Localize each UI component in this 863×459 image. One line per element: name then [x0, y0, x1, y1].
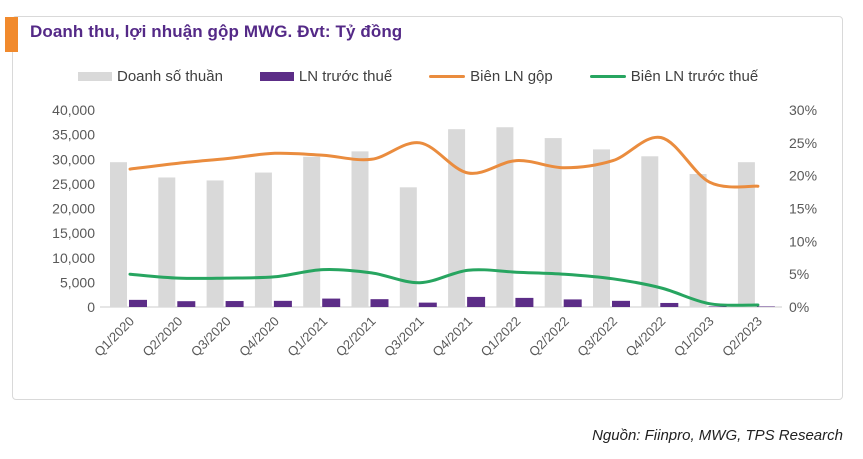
right-axis-tick-label: 15%: [789, 201, 817, 217]
bar-revenue: [448, 129, 466, 307]
x-axis-tick-label: Q2/2021: [333, 314, 379, 360]
x-axis-tick-label: Q1/2020: [91, 314, 137, 360]
bar-pretax-profit: [612, 300, 630, 307]
x-axis-tick-label: Q3/2020: [188, 314, 234, 360]
bar-revenue: [158, 177, 176, 307]
bar-pretax-profit: [563, 299, 582, 307]
legend-swatch-icon: [78, 71, 112, 81]
bar-pretax-profit: [708, 306, 727, 307]
x-axis-tick-label: Q1/2021: [284, 314, 330, 360]
bar-pretax-profit: [177, 301, 196, 307]
right-axis-tick-label: 0%: [789, 299, 809, 315]
chart-legend: Doanh số thuần LN trước thuế Biên LN gộp Bi…: [78, 64, 758, 88]
bar-pretax-profit: [225, 301, 244, 307]
x-axis-tick-label: Q2/2023: [719, 314, 765, 360]
legend-label: Biên LN gộp: [470, 67, 553, 85]
legend-label: Doanh số thuần: [117, 67, 223, 85]
left-axis-tick-label: 5,000: [60, 274, 95, 290]
bar-pretax-profit: [515, 297, 534, 307]
left-axis-tick-label: 40,000: [52, 102, 95, 118]
bar-pretax-profit: [660, 302, 679, 307]
left-axis-tick-label: 30,000: [52, 151, 95, 167]
bar-pretax-profit: [370, 299, 389, 307]
bar-pretax-profit: [273, 300, 292, 307]
bar-revenue: [351, 151, 369, 307]
legend-item-0: Doanh số thuần: [78, 68, 223, 85]
bar-revenue: [544, 138, 562, 307]
legend-label: LN trước thuế: [298, 67, 393, 85]
left-axis-tick-label: 25,000: [52, 176, 95, 192]
left-axis-tick-label: 15,000: [52, 225, 95, 241]
legend-swatch-icon: [429, 74, 466, 78]
bar-revenue: [496, 127, 514, 307]
legend-item-1: LN trước thuế: [259, 67, 393, 85]
bar-revenue: [689, 174, 707, 307]
right-axis-tick-label: 10%: [789, 233, 817, 249]
bar-pretax-profit: [322, 298, 341, 307]
source-note: Nguồn: Fiinpro, MWG, TPS Research: [592, 427, 843, 444]
legend-swatch-icon: [589, 74, 626, 78]
bar-pretax-profit: [418, 302, 437, 307]
bar-pretax-profit: [467, 296, 486, 307]
left-axis-tick-label: 20,000: [52, 201, 95, 217]
bar-revenue: [206, 180, 224, 307]
line-gross-margin: [128, 135, 760, 189]
right-axis-tick-label: 20%: [789, 168, 817, 184]
legend-label: Biên LN trước thuế: [630, 67, 759, 85]
bar-revenue: [110, 162, 127, 307]
x-axis-tick-label: Q1/2022: [478, 314, 524, 360]
bar-revenue: [641, 156, 659, 307]
bar-revenue: [303, 156, 321, 307]
right-axis-tick-label: 5%: [789, 266, 809, 282]
x-axis-tick-label: Q2/2020: [140, 314, 186, 360]
legend-item-2: Biên LN gộp: [429, 68, 553, 85]
left-axis-tick-label: 10,000: [52, 250, 95, 266]
left-axis-tick-label: 0: [87, 299, 95, 315]
right-axis-tick-label: 30%: [789, 102, 817, 118]
left-axis-tick-label: 35,000: [52, 127, 95, 143]
bar-revenue: [593, 149, 610, 307]
bar-pretax-profit: [756, 306, 775, 307]
x-axis-tick-label: Q4/2021: [429, 314, 475, 360]
x-axis-tick-label: Q1/2023: [671, 314, 717, 360]
x-axis-tick-label: Q3/2021: [381, 314, 427, 360]
legend-item-3: Biên LN trước thuế: [589, 67, 759, 85]
line-pretax-margin: [128, 267, 760, 307]
bar-revenue: [737, 162, 755, 307]
x-axis-tick-label: Q2/2022: [526, 314, 572, 360]
x-axis-tick-label: Q4/2020: [236, 314, 282, 360]
x-axis-tick-label: Q3/2022: [574, 314, 620, 360]
chart-title: Doanh thu, lợi nhuận gộp MWG. Đvt: Tỷ đồ…: [30, 22, 403, 41]
x-axis-tick-label: Q4/2022: [623, 314, 669, 360]
bar-revenue: [254, 172, 272, 307]
bar-pretax-profit: [129, 299, 147, 307]
right-axis-tick-label: 25%: [789, 135, 817, 151]
title-accent-bar: [5, 17, 18, 52]
bar-revenue: [399, 187, 417, 307]
legend-swatch-icon: [259, 71, 294, 81]
